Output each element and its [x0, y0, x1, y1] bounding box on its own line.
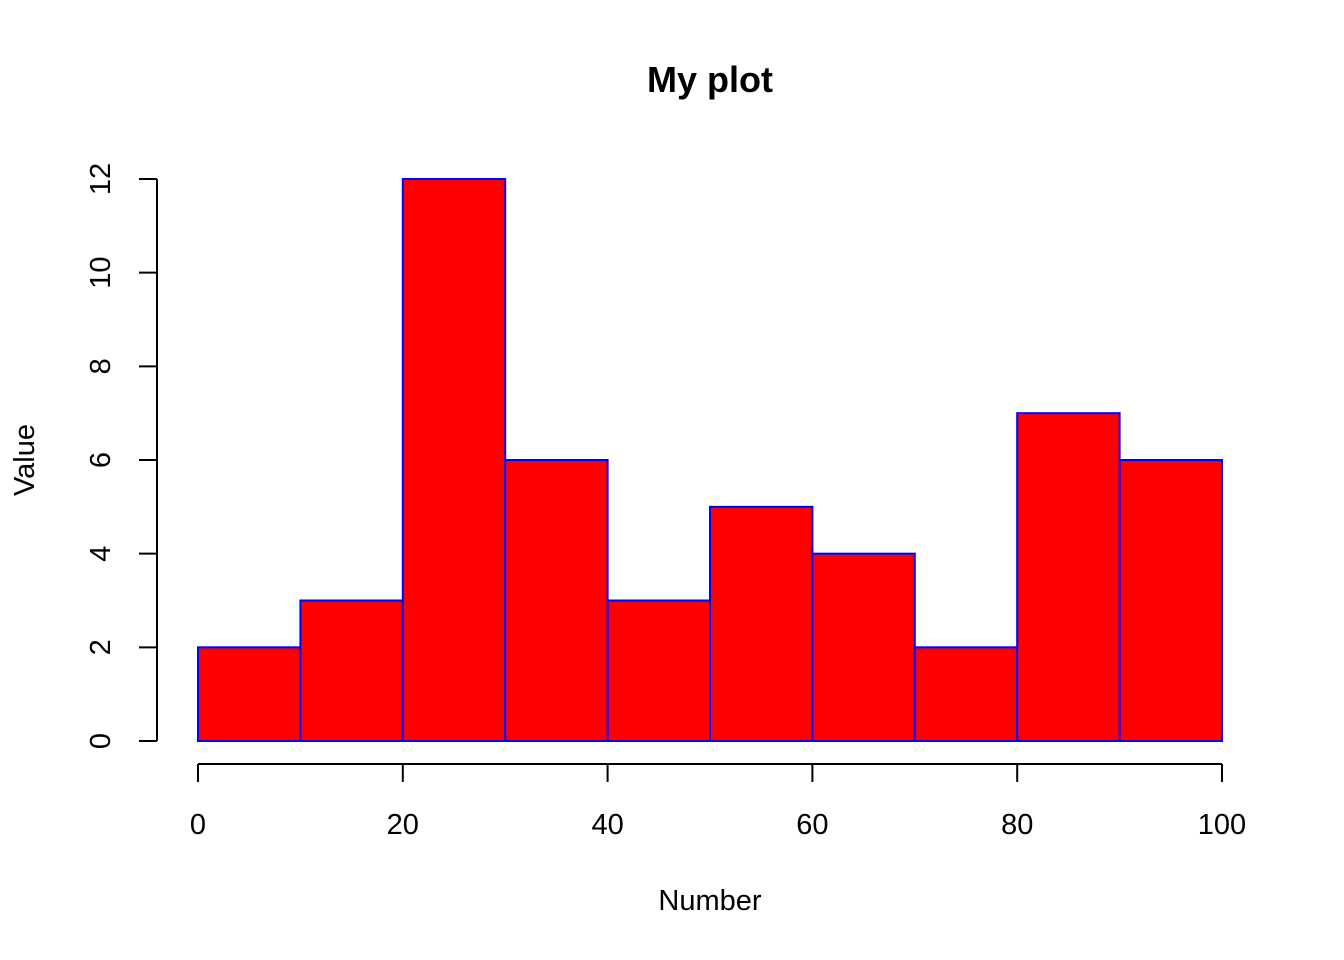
x-axis: 0 20 40 60 80 100 [190, 763, 1246, 841]
x-axis-label: Number [658, 885, 761, 917]
histogram-bar-0-10 [197, 646, 302, 742]
x-tick-label-40: 40 [591, 809, 623, 841]
histogram-bar-20-30 [401, 178, 507, 742]
bars-group [197, 178, 1223, 743]
y-axis-label: Value [9, 424, 41, 496]
x-tick-label-100: 100 [1198, 809, 1246, 841]
histogram-bar-80-90 [1016, 412, 1121, 742]
x-tick-label-0: 0 [190, 809, 206, 841]
histogram-bar-90-100 [1118, 459, 1223, 742]
y-tick-label-0: 0 [85, 733, 117, 749]
histogram-bar-70-80 [913, 646, 1019, 742]
histogram-bar-10-20 [299, 599, 404, 742]
histogram-bar-60-70 [811, 552, 916, 743]
histogram-bar-40-50 [606, 599, 711, 742]
y-tick-label-4: 4 [85, 546, 117, 562]
y-tick-label-12: 12 [85, 163, 117, 195]
histogram-bar-30-40 [504, 459, 609, 742]
y-tick-label-8: 8 [85, 358, 117, 374]
y-tick-label-2: 2 [85, 639, 117, 655]
y-tick-label-6: 6 [85, 452, 117, 468]
x-tick-label-20: 20 [387, 809, 419, 841]
y-axis: 0 2 4 6 8 10 12 [85, 163, 158, 749]
x-tick-label-60: 60 [796, 809, 828, 841]
histogram-bar-50-60 [709, 505, 814, 743]
x-tick-label-80: 80 [1001, 809, 1033, 841]
chart-title: My plot [647, 59, 773, 100]
y-tick-label-10: 10 [85, 257, 117, 289]
